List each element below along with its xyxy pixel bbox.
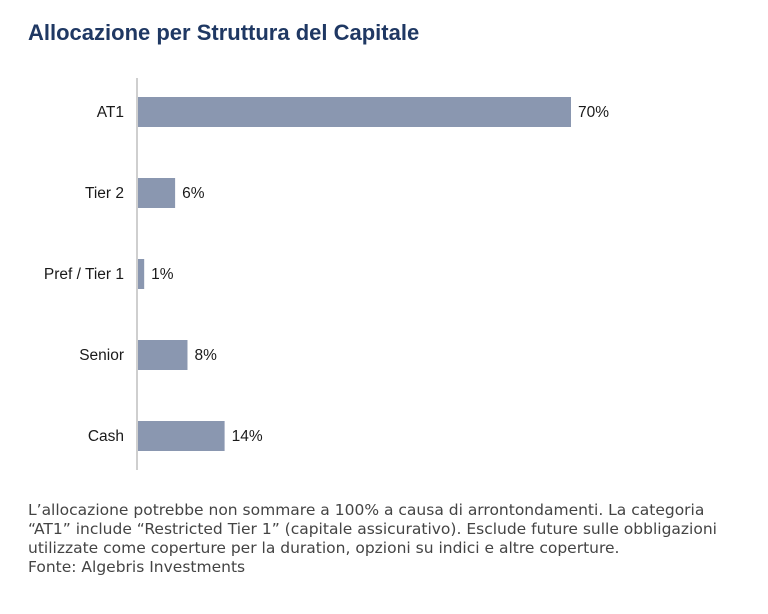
bar-senior: [138, 340, 188, 370]
footnote-line-3: utilizzate come coperture per la duratio…: [28, 539, 620, 557]
chart-title: Allocazione per Struttura del Capitale: [28, 20, 420, 45]
value-label-pref-tier-1: 1%: [151, 266, 174, 283]
category-label-pref-tier-1: Pref / Tier 1: [44, 266, 124, 283]
footnote-line-1: L’allocazione potrebbe non sommare a 100…: [28, 501, 705, 519]
category-label-tier-2: Tier 2: [85, 185, 124, 202]
value-label-cash: 14%: [232, 428, 263, 445]
bar-at1: [138, 97, 571, 127]
bar-chart: AT1 70% Tier 2 6% Pref / Tier 1 1% Senior 8% Cas…: [44, 78, 609, 470]
bar-pref-tier-1: [138, 259, 145, 289]
category-label-senior: Senior: [79, 347, 124, 364]
footnote-source: Fonte: Algebris Investments: [28, 558, 246, 576]
category-label-cash: Cash: [88, 428, 124, 445]
value-label-at1: 70%: [578, 104, 609, 121]
bar-tier-2: [138, 178, 176, 208]
category-label-at1: AT1: [97, 104, 124, 121]
footnote-line-2: “AT1” include “Restricted Tier 1” (capit…: [28, 520, 717, 538]
bar-cash: [138, 421, 225, 451]
footnote: L’allocazione potrebbe non sommare a 100…: [28, 501, 748, 577]
value-label-senior: 8%: [194, 347, 217, 364]
bars-layer: AT1 70% Tier 2 6% Pref / Tier 1 1% Senior 8% Cas…: [44, 97, 609, 451]
value-label-tier-2: 6%: [182, 185, 205, 202]
